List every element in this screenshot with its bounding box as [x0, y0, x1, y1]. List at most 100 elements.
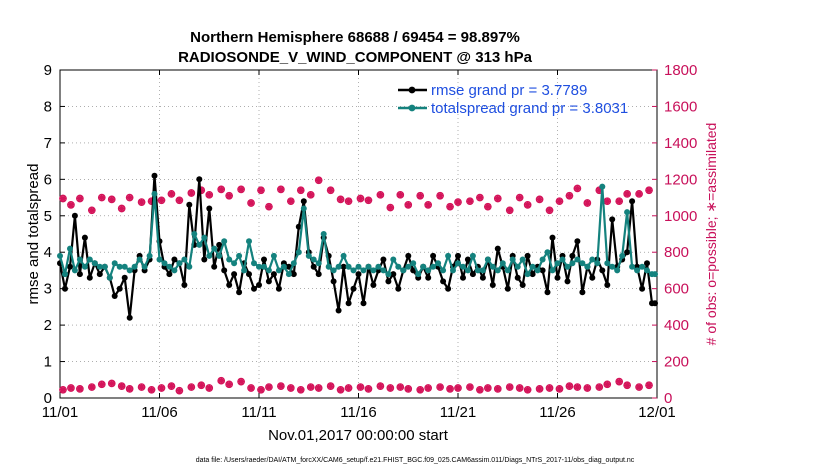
totalspread-point [624, 209, 631, 216]
y2-tick-label: 200 [664, 354, 689, 371]
totalspread-point [390, 256, 397, 263]
rmse-point [574, 238, 581, 245]
obs-assimilated-asterisk [98, 380, 106, 388]
rmse-point [569, 252, 576, 259]
obs-assimilated-asterisk [436, 383, 444, 391]
rmse-point [186, 201, 193, 208]
totalspread-point [420, 263, 427, 270]
obs-possible-asterisk [386, 203, 394, 212]
totalspread-point [574, 256, 581, 263]
rmse-point [246, 271, 252, 278]
chart-title-line2: RADIOSONDE_V_WIND_COMPONENT @ 313 hPa [178, 49, 533, 66]
obs-possible-asterisk [147, 197, 156, 205]
rmse-point [196, 176, 203, 183]
rmse-point [380, 256, 387, 263]
obs-possible-asterisk [205, 191, 213, 199]
rmse-point [549, 234, 556, 241]
obs-assimilated-asterisk [307, 383, 315, 391]
rmse-point [589, 274, 596, 281]
y2-tick-label: 800 [664, 244, 689, 261]
obs-assimilated-asterisk [336, 386, 345, 394]
x-tick-label: 11/21 [440, 404, 476, 421]
obs-possible-asterisk [645, 186, 653, 194]
obs-possible-asterisk [494, 194, 502, 203]
totalspread-point [435, 260, 442, 267]
totalspread-point [614, 267, 621, 274]
totalspread-point [191, 231, 198, 237]
y2-tick-label: 400 [664, 317, 689, 334]
totalspread-point [460, 263, 466, 270]
y2-axis-label: # of obs: o=possible; ∗=assimilated [703, 123, 719, 346]
totalspread-point [141, 263, 148, 270]
totalspread-point [539, 256, 546, 263]
rmse-point [390, 271, 397, 278]
totalspread-point [639, 263, 646, 270]
obs-assimilated-asterisk [595, 383, 603, 391]
obs-possible-asterisk [364, 196, 373, 204]
obs-assimilated-asterisk [67, 384, 75, 392]
totalspread-point [261, 263, 267, 270]
obs-possible-asterisk [118, 204, 126, 213]
obs-possible-asterisk [197, 186, 205, 194]
obs-assimilated-asterisk [187, 383, 195, 391]
obs-possible-asterisk [623, 190, 631, 198]
rmse-point [479, 274, 486, 281]
totalspread-point [464, 267, 471, 274]
obs-possible-asterisk [336, 195, 345, 203]
rmse-point [181, 282, 188, 288]
totalspread-point [619, 252, 626, 259]
totalspread-point [106, 274, 113, 281]
rmse-point [624, 249, 631, 256]
rmse-point [504, 285, 511, 292]
obs-assimilated-asterisk [364, 385, 373, 393]
obs-possible-asterisk [225, 192, 233, 200]
totalspread-point [509, 256, 516, 263]
y-axis-label: rmse and totalspread [25, 164, 42, 305]
obs-possible-asterisk [516, 193, 524, 202]
obs-possible-asterisk [257, 186, 265, 194]
rmse-point [261, 256, 267, 263]
obs-possible-asterisk [126, 193, 134, 202]
rmse-point [300, 198, 307, 205]
x-tick-label: 11/16 [340, 404, 376, 421]
totalspread-point [544, 249, 551, 256]
y2-tick-label: 1600 [664, 98, 697, 115]
totalspread-point [652, 271, 658, 278]
obs-possible-asterisk [524, 201, 532, 209]
rmse-point [330, 278, 337, 285]
totalspread-point [519, 256, 526, 263]
rmse-point [524, 252, 531, 259]
y-tick-label: 4 [44, 244, 52, 261]
totalspread-point [609, 263, 616, 270]
obs-possible-asterisk [137, 198, 146, 206]
totalspread-point [86, 256, 93, 263]
totalspread-point [201, 234, 208, 241]
obs-possible-asterisk [446, 203, 454, 211]
obs-possible-asterisk [573, 184, 581, 193]
totalspread-point [290, 260, 297, 267]
rmse-point [62, 285, 68, 292]
obs-assimilated-asterisk [237, 378, 245, 386]
rmse-point [629, 198, 636, 205]
totalspread-point [425, 267, 432, 274]
totalspread-point [67, 245, 73, 252]
obs-possible-asterisk [535, 195, 544, 203]
totalspread-point [121, 263, 128, 270]
totalspread-point [246, 238, 252, 245]
totalspread-point [564, 263, 571, 270]
obs-assimilated-asterisk [404, 385, 412, 393]
rmse-point [231, 271, 238, 278]
rmse-point [405, 252, 412, 259]
chart-title-line1: Northern Hemisphere 68688 / 69454 = 98.8… [190, 29, 520, 46]
obs-count-markers [59, 176, 653, 395]
totalspread-point [330, 267, 337, 274]
obs-assimilated-asterisk [265, 383, 273, 391]
obs-assimilated-asterisk [424, 384, 432, 392]
totalspread-point [365, 263, 372, 270]
rmse-point [226, 282, 233, 288]
obs-possible-asterisk [436, 192, 444, 200]
obs-possible-asterisk [344, 197, 353, 205]
totalspread-point [430, 263, 437, 270]
obs-possible-asterisk [247, 199, 255, 207]
totalspread-point [221, 238, 228, 245]
